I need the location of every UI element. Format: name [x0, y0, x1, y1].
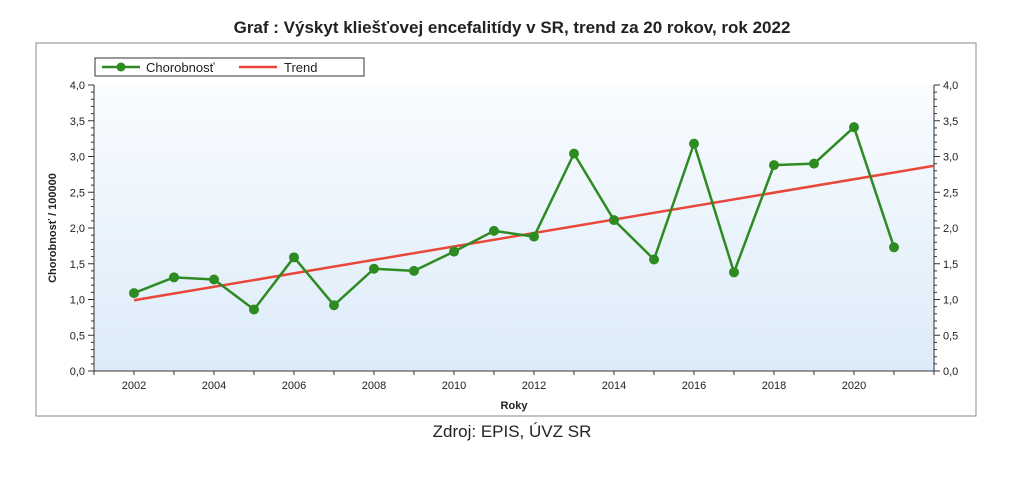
- chart-title: Graf : Výskyt kliešťovej encefalitídy v …: [233, 18, 791, 37]
- x-tick-label: 2016: [682, 380, 706, 392]
- data-point: [369, 263, 379, 274]
- data-point: [209, 274, 219, 285]
- legend: Chorobnosť Trend: [94, 57, 365, 77]
- x-tick-label: 2002: [122, 380, 146, 392]
- data-point: [569, 148, 579, 159]
- y-tick-label-left: 3,0: [70, 152, 85, 164]
- data-point: [769, 160, 779, 171]
- legend-chorobnost-marker: [116, 62, 126, 72]
- y-tick-label-right: 4,0: [943, 80, 958, 92]
- y-tick-label-left: 2,5: [70, 187, 85, 199]
- data-point: [169, 272, 179, 283]
- x-tick-label: 2008: [362, 380, 386, 392]
- y-tick-label-left: 0,5: [70, 330, 85, 342]
- y-tick-label-right: 3,5: [943, 116, 958, 128]
- y-tick-label-left: 4,0: [70, 80, 85, 92]
- x-tick-label: 2004: [202, 380, 226, 392]
- data-point: [249, 304, 259, 315]
- legend-box: [94, 57, 365, 77]
- series-line-chorobnost: [133, 125, 896, 311]
- y-tick-label-right: 1,0: [943, 295, 958, 307]
- y-tick-label-right: 0,5: [943, 330, 958, 342]
- plot-area: [94, 85, 934, 371]
- y-tick-label-right: 1,5: [943, 259, 958, 271]
- data-point: [529, 231, 539, 242]
- y-tick-label-right: 2,0: [943, 223, 958, 235]
- data-point: [889, 242, 899, 253]
- y-tick-label-left: 0,0: [70, 366, 85, 378]
- legend-chorobnost-label: Chorobnosť: [146, 60, 215, 75]
- x-tick-label: 2010: [442, 380, 466, 392]
- data-point: [449, 246, 459, 257]
- y-tick-label-left: 1,5: [70, 259, 85, 271]
- y-tick-label-right: 3,0: [943, 152, 958, 164]
- data-point: [609, 215, 619, 226]
- legend-trend-label: Trend: [284, 60, 317, 75]
- data-point: [729, 267, 739, 278]
- data-point: [809, 158, 819, 169]
- source-note: Zdroj: EPIS, ÚVZ SR: [432, 422, 592, 441]
- data-point: [289, 252, 299, 263]
- y-tick-label-left: 3,5: [70, 116, 85, 128]
- y-axis-title: Chorobnosť / 100000: [47, 173, 59, 283]
- y-tick-label-right: 0,0: [943, 366, 958, 378]
- y-tick-label-left: 2,0: [70, 223, 85, 235]
- x-axis-title: Roky: [501, 400, 529, 412]
- x-tick-label: 2006: [282, 380, 306, 392]
- data-point: [689, 138, 699, 149]
- x-tick-label: 2018: [762, 380, 786, 392]
- data-point: [129, 288, 139, 299]
- data-point: [329, 300, 339, 311]
- x-tick-label: 2012: [522, 380, 546, 392]
- data-point: [409, 265, 419, 276]
- data-point: [489, 225, 499, 236]
- x-tick-label: 2014: [602, 380, 626, 392]
- y-tick-label-left: 1,0: [70, 295, 85, 307]
- data-point: [849, 122, 859, 133]
- data-point: [649, 254, 659, 265]
- y-tick-label-right: 2,5: [943, 187, 958, 199]
- x-tick-label: 2020: [842, 380, 866, 392]
